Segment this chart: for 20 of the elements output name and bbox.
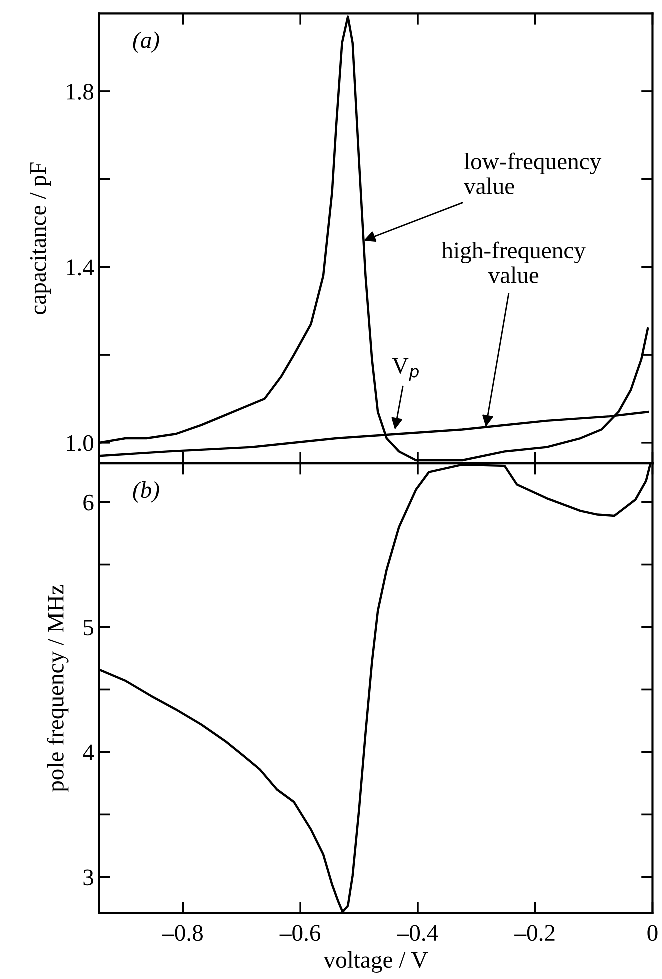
annotation: V$_{p}$ — [392, 358, 419, 381]
y-axis-title: pole frequency / MHz — [47, 585, 69, 792]
y-tick-label: 1.8 — [67, 84, 94, 100]
x-axis-title: voltage / V — [324, 951, 428, 973]
x-tick-label: –0.8 — [162, 925, 203, 942]
x-tick-label: –0.2 — [514, 925, 555, 942]
y-tick-label: 6 — [84, 494, 94, 511]
x-tick-label: –0.4 — [397, 925, 438, 942]
annotation: (b) — [133, 482, 160, 503]
y-tick-label: 1.0 — [67, 435, 94, 452]
y-tick-label: 5 — [84, 620, 94, 636]
y-tick-label: 4 — [83, 744, 94, 760]
x-tick-label: 0 — [648, 925, 658, 942]
annotation: low-frequency value — [464, 152, 602, 194]
x-tick-label: –0.6 — [280, 925, 321, 942]
annotation: (a) — [133, 32, 160, 54]
y-tick-label: 1.4 — [67, 260, 94, 276]
y-axis-title: capacitance / pF — [30, 162, 52, 314]
annotation: high-frequency value — [442, 242, 586, 284]
y-tick-label: 3 — [84, 870, 94, 886]
